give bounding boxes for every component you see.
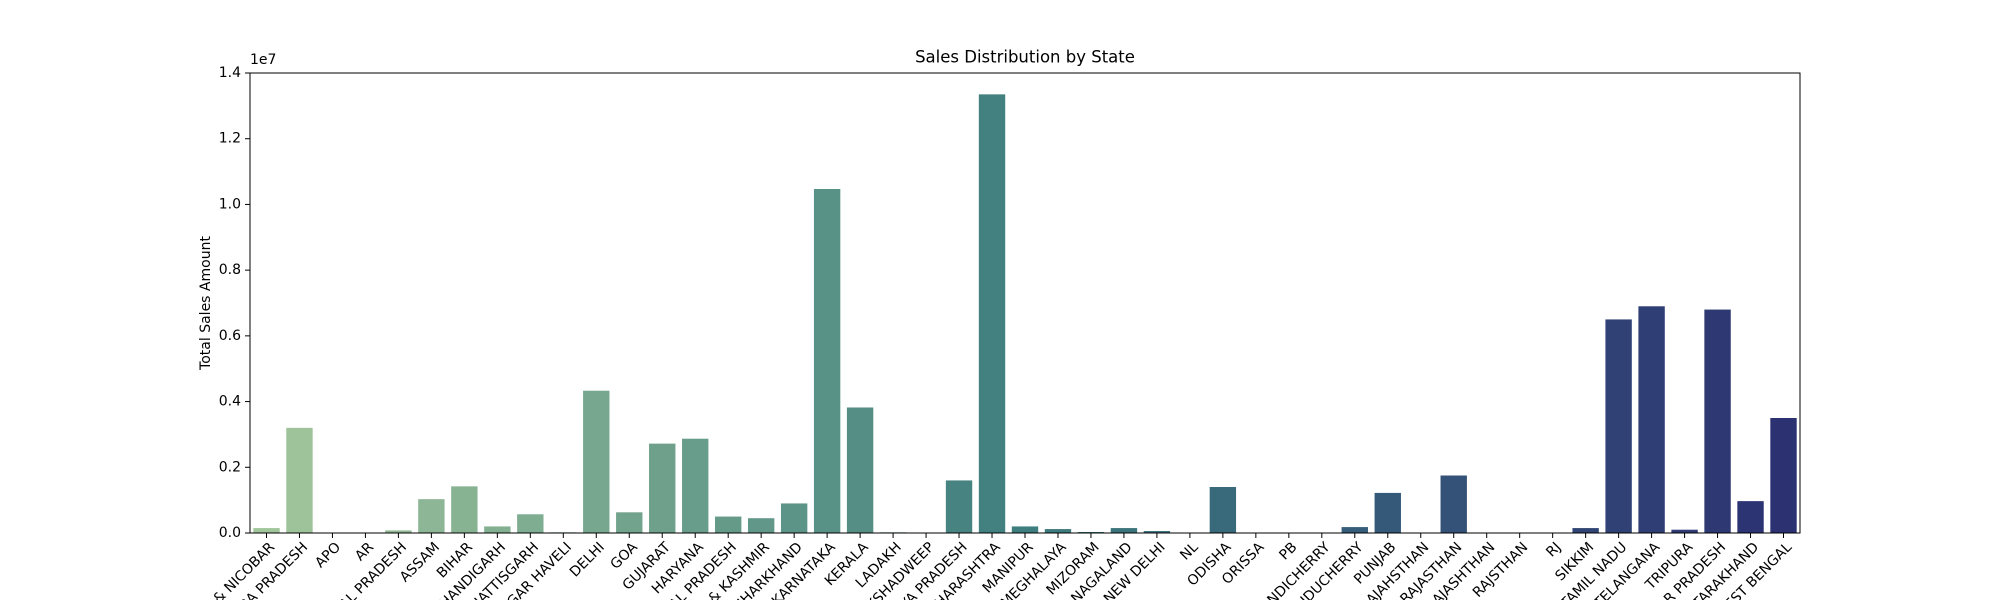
y-tick-label: 0.4 [219,394,241,410]
bar [813,188,841,533]
bar [451,486,478,533]
x-tick-label: PB [1276,539,1300,563]
y-tick-label: 0.6 [219,328,241,344]
bar [747,518,775,533]
y-tick-label: 1.2 [219,131,241,147]
bar [1011,526,1039,533]
bar [1638,306,1665,533]
bar [846,407,874,533]
x-tick-label: NL [1177,539,1201,563]
bar [253,528,280,533]
bar [780,503,808,533]
bar [715,516,742,533]
x-tick-label: AR [352,539,377,564]
bar [1671,529,1698,533]
y-tick-label: 1.4 [219,65,241,81]
bar [1044,529,1072,533]
bar [286,427,313,533]
bar [1737,501,1764,533]
y-tick-label: 0.8 [219,262,241,278]
plot-frame [249,72,1801,534]
bar [616,512,643,533]
bar [418,499,445,533]
bar [1440,475,1467,533]
y-axis-label: Total Sales Amount [198,236,214,371]
x-tick-label: DELHI [567,539,608,580]
x-tick-label: APO [312,539,344,571]
bar [1143,531,1171,533]
y-offset-label: 1e7 [250,52,276,68]
bar [385,530,412,533]
y-tick-label: 0.0 [219,525,241,541]
y-tick-label: 1.0 [219,196,241,212]
bar [1209,487,1237,533]
bar [1374,492,1401,533]
y-tick-label: 0.2 [219,459,241,475]
bar [517,514,544,533]
bar [484,526,511,533]
bar [682,438,709,533]
bar [1770,418,1797,533]
bar [649,443,676,533]
bar [1572,528,1599,533]
x-tick-label: RJ [1543,539,1564,560]
bar [583,390,610,533]
chart-title: Sales Distribution by State [915,48,1135,67]
bar [1605,319,1632,533]
bar [945,480,973,533]
bar [1341,527,1368,533]
bar [978,94,1006,533]
bar [1704,309,1731,533]
bar [1110,528,1138,533]
